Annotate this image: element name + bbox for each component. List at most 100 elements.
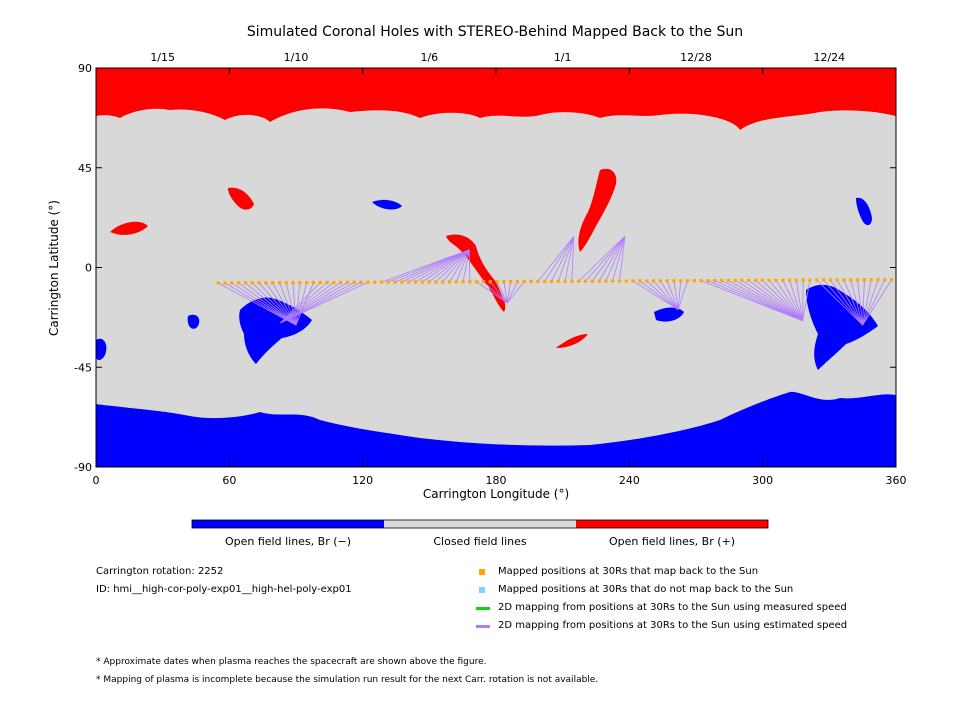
mapped-point xyxy=(407,280,411,284)
mapped-point xyxy=(502,280,506,284)
mapping-line xyxy=(280,282,348,324)
mapped-point xyxy=(719,278,724,283)
date-tick-label: 1/10 xyxy=(284,51,309,64)
mapping-line xyxy=(449,249,470,283)
mapping-line xyxy=(280,282,321,324)
mapping-line xyxy=(280,282,341,324)
mapped-point xyxy=(672,279,676,283)
mapped-point xyxy=(434,280,438,284)
mapped-point xyxy=(604,279,608,283)
mapping-line xyxy=(677,280,688,310)
mapped-point xyxy=(475,280,479,284)
mapped-point xyxy=(543,279,547,284)
x-tick-label: 300 xyxy=(752,474,773,487)
mapped-point xyxy=(624,279,628,283)
mapped-point xyxy=(441,280,445,284)
unmapped-positions-swatch xyxy=(479,587,485,593)
mapping-line xyxy=(394,249,470,283)
mapping-line xyxy=(462,249,470,282)
y-tick-label: -45 xyxy=(74,361,92,374)
mapped-point xyxy=(733,278,737,283)
mapping-line xyxy=(503,281,508,304)
y-tick-label: 90 xyxy=(78,62,92,75)
mapped-point xyxy=(345,280,350,284)
mapped-point xyxy=(515,279,520,284)
mapping-line xyxy=(775,280,804,321)
mapping-line xyxy=(728,280,803,322)
mapping-line xyxy=(795,280,804,321)
mapping-line xyxy=(666,280,679,310)
mapping-line xyxy=(442,249,470,283)
mapped-point xyxy=(801,278,805,282)
mapped-point xyxy=(753,278,758,282)
x-tick-label: 240 xyxy=(619,474,640,487)
estimated-speed-mapping-lines xyxy=(218,236,892,326)
mapping-line xyxy=(280,282,335,324)
legend-mapped: Mapped positions at 30Rs that map back t… xyxy=(498,566,759,577)
mapped-point xyxy=(706,278,710,283)
mapping-line xyxy=(564,236,575,282)
mapping-line xyxy=(862,279,886,326)
mapped-point xyxy=(461,280,465,284)
red-hole-c xyxy=(446,234,506,312)
x-tick-label: 0 xyxy=(93,474,100,487)
mapped-point xyxy=(638,279,642,283)
x-axis-label: Carrington Longitude (°) xyxy=(423,487,569,501)
mapped-point xyxy=(237,281,241,285)
mapped-point xyxy=(876,278,880,282)
blue-hole-e xyxy=(856,197,872,226)
mapped-point xyxy=(529,279,533,284)
mapping-line xyxy=(285,282,297,326)
mapped-point xyxy=(318,280,322,285)
mapping-line xyxy=(843,279,864,326)
red-hole-e xyxy=(556,334,588,348)
mapping-line xyxy=(721,280,803,322)
mapped-point xyxy=(787,278,792,282)
mapped-point xyxy=(271,281,275,285)
mapped-point xyxy=(849,278,853,282)
mapped-point xyxy=(645,279,649,283)
mapped-point xyxy=(577,279,581,283)
mapped-point xyxy=(291,281,295,285)
mapped-point xyxy=(828,278,832,282)
mapped-point xyxy=(216,281,220,285)
legend-measured: 2D mapping from positions at 30Rs to the… xyxy=(498,602,847,613)
mapping-line xyxy=(468,249,471,282)
blue-hole-c xyxy=(654,307,684,322)
mapping-line xyxy=(714,280,803,322)
x-tick-label: 120 xyxy=(352,474,373,487)
mapped-point xyxy=(699,279,703,283)
mapping-line xyxy=(489,281,508,304)
y-tick-label: 45 xyxy=(78,162,92,175)
mapping-line xyxy=(280,281,362,324)
mapped-point xyxy=(685,279,690,283)
mapped-point xyxy=(842,278,846,282)
mapped-point xyxy=(665,279,669,283)
mapping-line xyxy=(755,280,803,322)
blue-hole-d xyxy=(806,284,878,370)
legend-unmapped: Mapped positions at 30Rs that do not map… xyxy=(498,584,794,595)
measured-speed-swatch xyxy=(476,607,490,610)
mapping-line xyxy=(857,279,864,326)
mapped-point xyxy=(855,278,860,282)
x-tick-label: 360 xyxy=(886,474,907,487)
mapped-point xyxy=(692,279,696,283)
mapped-point xyxy=(481,280,486,284)
south-polar-hole xyxy=(96,391,896,467)
mapping-line xyxy=(862,279,865,326)
date-tick-label: 12/28 xyxy=(680,51,712,64)
mapped-point xyxy=(427,280,431,284)
mapped-point xyxy=(495,280,499,284)
mapped-point xyxy=(264,281,268,285)
mapped-point xyxy=(420,280,424,284)
mapped-point xyxy=(583,279,588,283)
mapping-line xyxy=(280,281,369,324)
mapping-line xyxy=(639,280,679,310)
mapping-line xyxy=(544,236,575,282)
mapped-point xyxy=(597,279,601,283)
mapped-point xyxy=(760,278,764,282)
mapping-line xyxy=(476,281,508,304)
mapping-line xyxy=(700,280,803,322)
mapping-line xyxy=(381,249,470,283)
